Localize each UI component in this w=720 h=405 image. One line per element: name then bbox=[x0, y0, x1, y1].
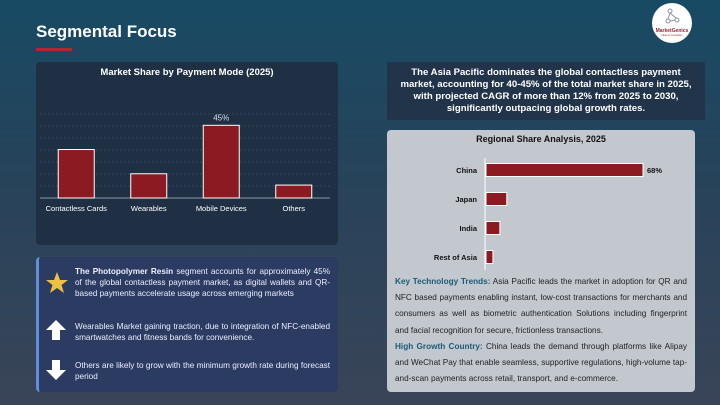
title-underline bbox=[36, 48, 72, 51]
x-tick-label: Others bbox=[282, 204, 305, 213]
payment-mode-chart-panel: Market Share by Payment Mode (2025) Cont… bbox=[36, 62, 338, 245]
data-label: 45% bbox=[213, 113, 229, 122]
bullet-wearables: Wearables Market gaining traction, due t… bbox=[75, 321, 330, 343]
bar-rest-of-asia bbox=[485, 250, 494, 264]
bar-mobile-devices bbox=[202, 124, 240, 199]
bar-wearables bbox=[130, 173, 168, 199]
bullet-text: Wearables Market gaining traction, due t… bbox=[75, 322, 330, 342]
insight-body: China leads the demand through platforms… bbox=[395, 341, 687, 384]
arrow-up-icon bbox=[46, 320, 66, 340]
logo-tagline: Ideas to Innovation bbox=[661, 34, 683, 37]
logo-text: MarketGenics bbox=[655, 28, 689, 34]
bar-others bbox=[275, 184, 313, 199]
insight-growth-country: High Growth Country: China leads the dem… bbox=[395, 339, 687, 388]
y-tick-label: Rest of Asia bbox=[434, 253, 478, 262]
star-icon bbox=[46, 272, 68, 293]
insight-label: High Growth Country: bbox=[395, 341, 483, 351]
y-tick-label: China bbox=[456, 166, 478, 175]
bar-contactless-cards bbox=[57, 149, 95, 199]
bar-japan bbox=[485, 192, 508, 206]
chart-title: Regional Share Analysis, 2025 bbox=[476, 134, 606, 144]
y-tick-label: Japan bbox=[455, 195, 477, 204]
insight-label: Key Technology Trends: bbox=[395, 277, 491, 286]
summary-box: The Asia Pacific dominates the global co… bbox=[387, 62, 705, 120]
payment-mode-chart: Market Share by Payment Mode (2025) Cont… bbox=[40, 67, 330, 213]
bullet-photopolymer: The Photopolymer Resin segment accounts … bbox=[75, 266, 330, 299]
page-title: Segmental Focus bbox=[36, 22, 177, 41]
segment-highlights-panel: The Photopolymer Resin segment accounts … bbox=[36, 257, 338, 392]
x-tick-label: Contactless Cards bbox=[46, 204, 108, 213]
bar-india bbox=[485, 221, 501, 235]
bar-china bbox=[485, 163, 644, 177]
arrow-down-icon bbox=[46, 360, 66, 380]
x-tick-label: Wearables bbox=[131, 204, 167, 213]
chart-title: Market Share by Payment Mode (2025) bbox=[100, 67, 273, 78]
bullet-text: segment accounts for approximately 45% o… bbox=[75, 267, 330, 298]
x-tick-label: Mobile Devices bbox=[196, 204, 247, 213]
insights-text: Key Technology Trends: Asia Pacific lead… bbox=[395, 274, 687, 387]
regional-panel: Regional Share Analysis, 2025 China 68% Ja… bbox=[387, 130, 695, 392]
data-label: 68% bbox=[647, 166, 662, 175]
bullet-bold: The Photopolymer Resin bbox=[75, 267, 174, 276]
insight-tech-trends: Key Technology Trends: Asia Pacific lead… bbox=[395, 274, 687, 339]
network-icon bbox=[665, 8, 680, 24]
regional-share-chart: Regional Share Analysis, 2025 China 68% Ja… bbox=[434, 134, 662, 270]
insight-body: Asia Pacific leads the market in adoptio… bbox=[395, 277, 687, 335]
company-logo: MarketGenics Ideas to Innovation bbox=[652, 3, 692, 43]
y-tick-label: India bbox=[459, 224, 477, 233]
bullet-others: Others are likely to grow with the minim… bbox=[75, 360, 330, 382]
bullet-text: Others are likely to grow with the minim… bbox=[75, 361, 330, 381]
